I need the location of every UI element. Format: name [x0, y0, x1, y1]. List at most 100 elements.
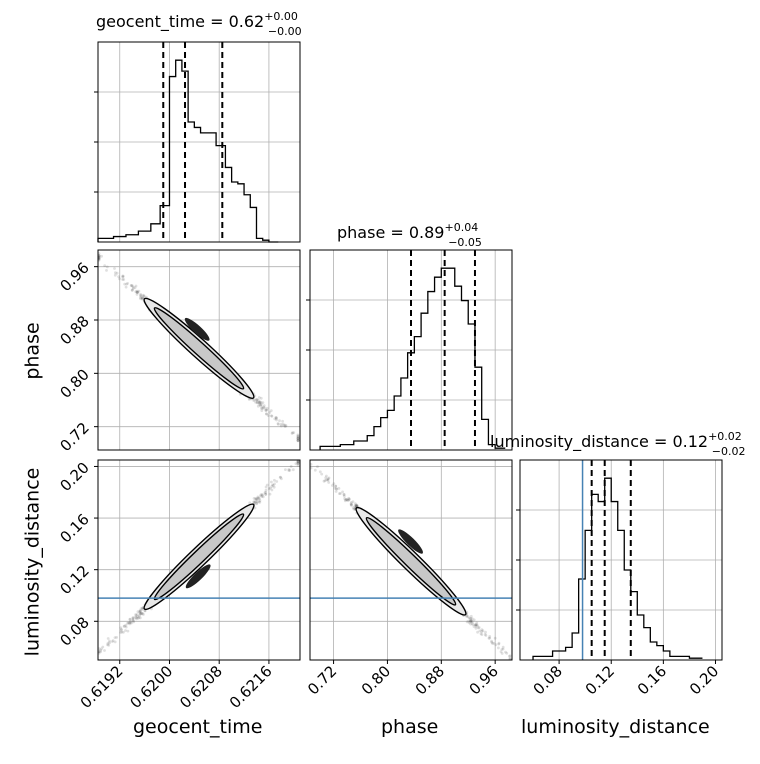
sample-point: [131, 287, 135, 290]
contour-inner: [153, 307, 245, 390]
sample-point: [342, 493, 346, 496]
sample-point: [469, 614, 473, 618]
sample-point: [323, 479, 327, 483]
sample-point: [347, 498, 351, 501]
hist-panel-luminosity-distance: [516, 459, 723, 661]
x-axis-label-luminosity-distance: luminosity_distance: [521, 716, 710, 738]
sample-point: [257, 496, 261, 500]
sample-point: [279, 422, 283, 426]
panel-frame: [97, 249, 301, 451]
sample-point: [343, 499, 347, 503]
sample-point: [471, 623, 475, 626]
sample-point: [270, 414, 273, 418]
sample-point: [113, 267, 116, 270]
sample-point: [281, 419, 284, 423]
sample-point: [100, 647, 103, 651]
sample-point: [261, 493, 264, 496]
sample-point: [265, 412, 268, 416]
sample-point: [326, 478, 330, 481]
sample-point: [121, 275, 124, 279]
sample-point: [326, 478, 330, 482]
sample-point: [135, 613, 139, 617]
sample-point: [141, 612, 145, 615]
sample-point: [125, 282, 128, 286]
sample-point: [132, 616, 135, 620]
sample-point: [105, 265, 109, 269]
sample-point: [466, 615, 470, 619]
sample-point: [470, 619, 473, 623]
sample-point: [255, 498, 259, 502]
sample-point: [316, 465, 319, 468]
title-geocent-time-main: geocent_time = 0.62: [96, 12, 265, 31]
sample-point: [480, 633, 484, 637]
sample-point: [101, 645, 105, 649]
sample-point: [139, 294, 143, 298]
sample-point: [136, 615, 140, 618]
sample-point: [263, 406, 267, 410]
contour-inner: [153, 513, 245, 601]
sample-point: [465, 620, 469, 624]
sample-point: [259, 403, 262, 406]
sample-point: [355, 504, 359, 507]
sample-point: [263, 491, 267, 495]
sample-point: [255, 497, 259, 501]
sample-point: [296, 460, 300, 463]
sample-point: [355, 504, 359, 508]
sample-point: [348, 497, 351, 501]
sample-point: [281, 422, 285, 426]
sample-point: [469, 619, 473, 623]
sample-point: [135, 289, 139, 293]
sample-point: [257, 400, 260, 404]
sample-point: [478, 629, 482, 633]
sample-point: [254, 500, 257, 504]
sample-point: [265, 412, 268, 416]
sample-point: [494, 643, 498, 647]
sample-point: [480, 630, 484, 633]
sample-point: [259, 493, 263, 496]
sample-point: [260, 494, 264, 497]
sample-point: [488, 635, 492, 638]
sample-point: [493, 636, 497, 640]
sample-point: [283, 425, 287, 428]
sample-point: [350, 503, 353, 507]
sample-point: [337, 487, 341, 490]
sample-point: [136, 610, 140, 614]
x-tick-label-phase: 0.88: [412, 662, 448, 698]
sample-point: [119, 626, 123, 630]
sample-point: [497, 642, 501, 646]
sample-point: [129, 620, 132, 624]
sample-point: [256, 404, 260, 408]
sample-point: [252, 399, 256, 402]
panel-geocent-time-vs-luminosity-distance: [97, 459, 301, 661]
sample-point: [349, 502, 353, 506]
sample-point: [470, 622, 474, 625]
sample-point: [346, 498, 349, 502]
sample-point: [133, 286, 137, 290]
sample-point: [114, 271, 117, 275]
hist-frame: [519, 459, 723, 661]
sample-point: [141, 293, 145, 297]
sample-point: [469, 619, 472, 623]
sample-point: [500, 648, 504, 651]
sample-point: [119, 628, 123, 632]
sample-point: [474, 623, 478, 627]
sample-point: [135, 293, 139, 296]
sample-point: [255, 398, 259, 401]
x-tick-label-phase: 0.80: [358, 662, 394, 698]
sample-point: [254, 400, 257, 404]
y-tick-label-phase: 0.96: [56, 259, 92, 295]
sample-point: [265, 408, 269, 412]
sample-point: [255, 401, 259, 405]
sample-point: [275, 416, 278, 420]
sample-point: [296, 464, 300, 467]
sample-point: [278, 419, 281, 423]
sample-point: [135, 290, 139, 294]
sample-point: [143, 609, 147, 613]
sample-point: [121, 278, 124, 281]
sample-point: [477, 626, 481, 629]
hist-panel-geocent-time: [94, 41, 301, 243]
sample-point: [288, 468, 292, 472]
sample-point: [136, 290, 140, 294]
sample-point: [479, 632, 483, 635]
sample-point: [139, 607, 143, 611]
